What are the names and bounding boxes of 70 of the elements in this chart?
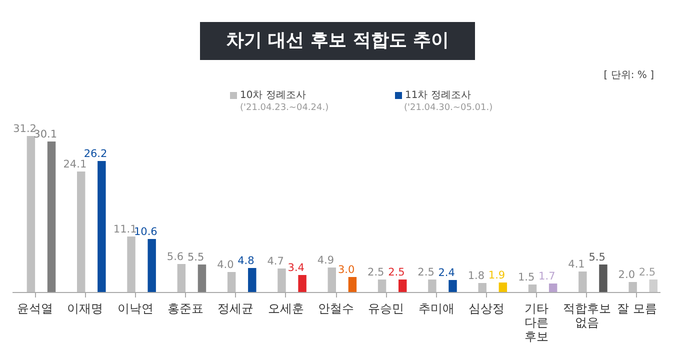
x-tick-label: 오세훈 bbox=[268, 302, 304, 316]
data-label: 3.4 bbox=[288, 262, 305, 274]
x-tick-label: 윤석열 bbox=[17, 302, 54, 316]
x-tick-label: 적합후보 없음 bbox=[562, 302, 611, 330]
bar bbox=[428, 280, 436, 292]
bar bbox=[398, 280, 407, 292]
data-label: 26.2 bbox=[84, 148, 108, 160]
bar bbox=[348, 277, 357, 292]
data-label: 5.6 bbox=[166, 251, 184, 263]
data-label: 1.7 bbox=[538, 270, 556, 282]
chart-title: 차기 대선 후보 적합도 추이 bbox=[200, 22, 475, 60]
x-tick-label: 이낙연 bbox=[117, 302, 154, 316]
bar bbox=[26, 136, 36, 292]
bar bbox=[599, 264, 608, 292]
legend-label: 11차 정례조사 bbox=[404, 89, 471, 102]
data-label: 30.1 bbox=[34, 128, 58, 140]
x-tick-label: 유승민 bbox=[368, 302, 404, 316]
data-label: 4.7 bbox=[267, 256, 284, 268]
bar bbox=[148, 239, 156, 292]
bar bbox=[198, 264, 206, 292]
x-tick-label: 홍준표 bbox=[168, 302, 204, 316]
data-label: 2.5 bbox=[638, 266, 656, 278]
legend-label: 10차 정례조사 bbox=[239, 89, 306, 102]
bar bbox=[298, 275, 306, 292]
bar bbox=[649, 280, 658, 292]
text: ('21.04.23.~04.24.) bbox=[240, 103, 329, 113]
data-label: 4.9 bbox=[317, 254, 334, 266]
bar bbox=[177, 264, 186, 292]
data-label: 31.2 bbox=[13, 123, 36, 135]
data-label: 1.8 bbox=[468, 270, 485, 282]
bar bbox=[227, 272, 236, 292]
x-tick-label: 심상정 bbox=[468, 302, 504, 316]
bar bbox=[47, 142, 56, 292]
bar bbox=[248, 268, 256, 292]
data-label: 10.6 bbox=[134, 226, 158, 238]
bar bbox=[578, 272, 587, 292]
x-tick-label: 이재명 bbox=[67, 302, 104, 316]
bar bbox=[478, 283, 486, 292]
data-label: 3.0 bbox=[338, 264, 355, 276]
data-label: 2.4 bbox=[438, 267, 456, 279]
x-tick-label: 잘 모름 bbox=[617, 302, 657, 316]
bar bbox=[498, 282, 508, 292]
bar bbox=[628, 282, 637, 292]
text: ('21.04.30.~05.01.) bbox=[404, 103, 493, 113]
x-tick-label: 기타 다른 후보 bbox=[524, 302, 549, 344]
data-label: 2.5 bbox=[418, 266, 434, 278]
data-label: 2.5 bbox=[368, 266, 384, 278]
text: [ 단위: % ] bbox=[604, 69, 654, 82]
x-tick-label: 정세균 bbox=[218, 302, 254, 316]
bar bbox=[278, 268, 286, 292]
data-label: 24.1 bbox=[63, 158, 87, 170]
bar bbox=[328, 268, 336, 292]
data-label: 4.1 bbox=[568, 258, 585, 270]
data-label: 5.5 bbox=[588, 252, 606, 264]
data-label: 1.5 bbox=[518, 272, 535, 284]
bar bbox=[528, 284, 537, 292]
bar bbox=[77, 172, 86, 292]
bar bbox=[448, 280, 457, 292]
bar bbox=[378, 280, 386, 292]
data-label: 4.0 bbox=[217, 259, 234, 271]
data-label: 1.9 bbox=[488, 270, 506, 282]
bar bbox=[98, 161, 106, 292]
data-label: 2.5 bbox=[388, 266, 405, 278]
bar bbox=[548, 284, 558, 292]
data-label: 4.8 bbox=[238, 255, 254, 267]
bar bbox=[127, 236, 136, 292]
x-tick-label: 안철수 bbox=[318, 302, 354, 316]
x-tick-label: 추미애 bbox=[418, 302, 454, 316]
data-label: 2.0 bbox=[618, 269, 635, 281]
data-label: 5.5 bbox=[187, 252, 204, 264]
